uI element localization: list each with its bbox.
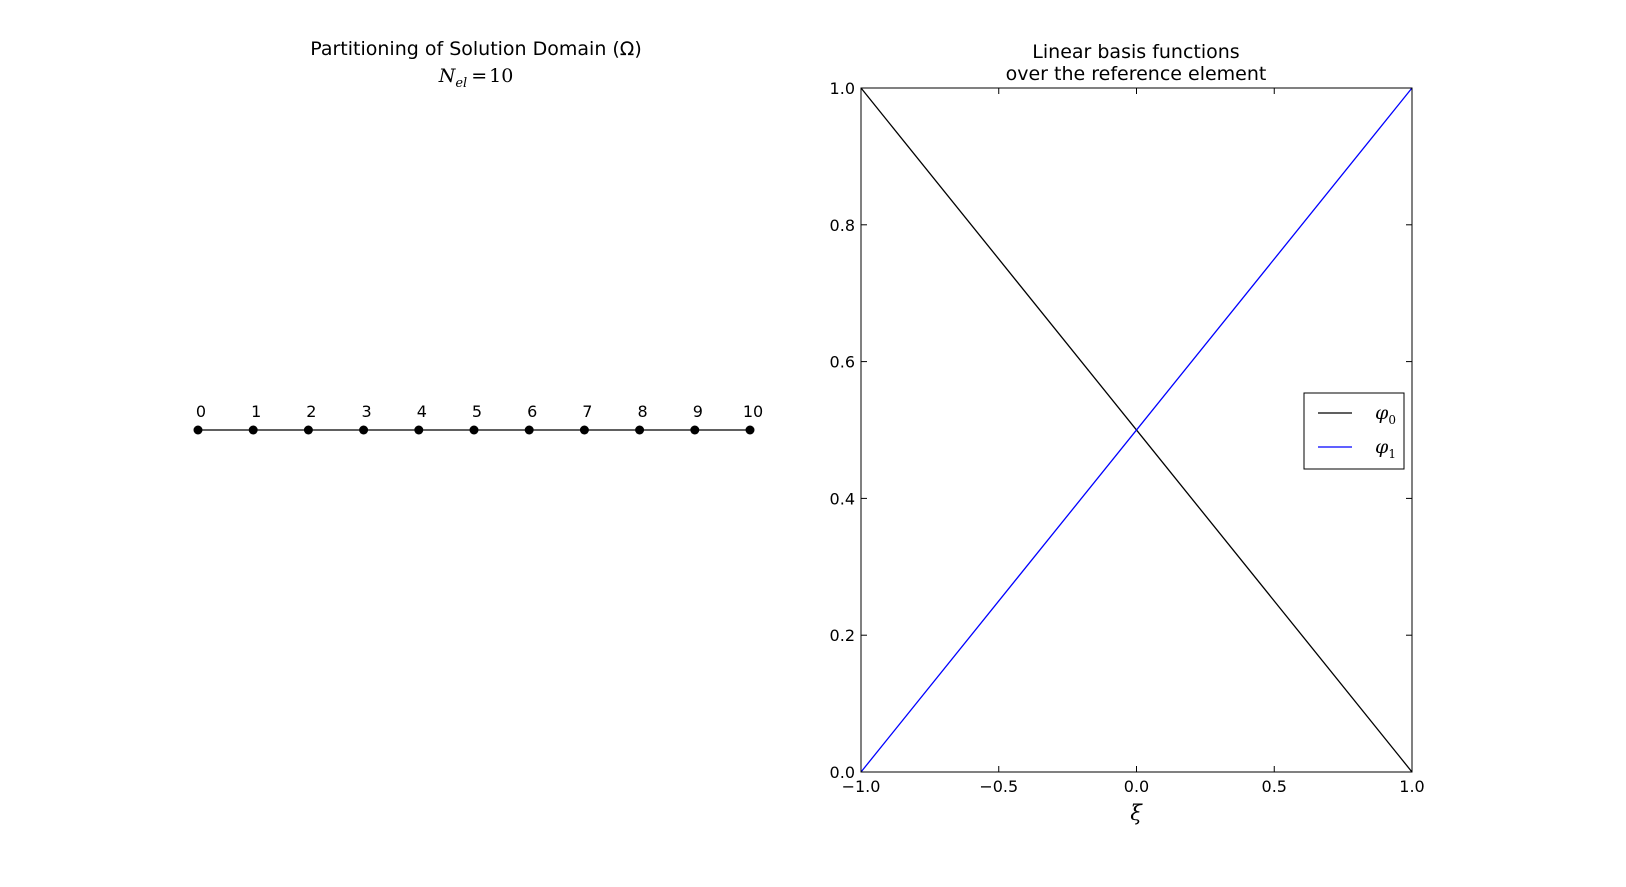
element-count-equals: = — [471, 65, 487, 87]
partition-node-label-10: 10 — [743, 402, 763, 421]
x-tick-label: 0.0 — [1124, 777, 1149, 796]
legend: φ0 φ1 — [1303, 392, 1405, 470]
partition-node-label-1: 1 — [251, 402, 261, 421]
x-tick-label: −1.0 — [842, 777, 881, 796]
element-count-symbol: N — [438, 65, 457, 87]
y-tick-label: 0.4 — [830, 489, 855, 508]
partition-node-4 — [414, 425, 424, 435]
partition-nodes — [193, 425, 755, 435]
partition-node-10 — [745, 425, 755, 435]
x-axis-label: ξ — [1130, 801, 1143, 825]
partition-node-label-9: 9 — [693, 402, 703, 421]
partition-title: Partitioning of Solution Domain (Ω) — [310, 38, 642, 60]
y-tick-label: 0.0 — [830, 763, 855, 782]
partition-node-label-3: 3 — [362, 402, 372, 421]
y-tick-label: 0.8 — [830, 216, 855, 235]
partition-node-label-0: 0 — [196, 402, 206, 421]
x-tick-label: 1.0 — [1399, 777, 1424, 796]
element-count-label: Nel = 10 — [438, 65, 514, 91]
partition-plot: Partitioning of Solution Domain (Ω) Nel =… — [193, 38, 763, 435]
series-layer — [861, 88, 1412, 772]
y-tick-label: 0.2 — [830, 626, 855, 645]
y-tick-label: 1.0 — [830, 79, 855, 98]
partition-node-label-8: 8 — [638, 402, 648, 421]
partition-node-5 — [469, 425, 479, 435]
legend-box — [1303, 392, 1405, 470]
legend-label-phi1: φ1 — [1375, 436, 1396, 461]
partition-node-1 — [248, 425, 258, 435]
y-tick-label: 0.6 — [830, 353, 855, 372]
partition-node-label-2: 2 — [306, 402, 316, 421]
partition-node-0 — [193, 425, 203, 435]
element-count-subscript: el — [455, 76, 467, 91]
partition-node-label-5: 5 — [472, 402, 482, 421]
partition-node-label-4: 4 — [417, 402, 427, 421]
series-line-phi1 — [861, 88, 1412, 772]
x-tick-label: −0.5 — [979, 777, 1018, 796]
x-ticks: −1.0 −0.5 0.0 0.5 1.0 — [842, 88, 1425, 796]
partition-node-9 — [690, 425, 700, 435]
partition-node-7 — [579, 425, 589, 435]
legend-label-phi0: φ0 — [1375, 402, 1396, 427]
partition-node-8 — [635, 425, 645, 435]
partition-node-labels: 0 1 2 3 4 5 6 7 8 9 10 — [196, 402, 763, 421]
partition-node-2 — [303, 425, 313, 435]
element-count-value: 10 — [489, 65, 513, 87]
x-tick-label: 0.5 — [1262, 777, 1287, 796]
basis-function-plot: Linear basis functions over the referenc… — [830, 41, 1425, 825]
partition-node-6 — [524, 425, 534, 435]
y-ticks: 0.0 0.2 0.4 0.6 0.8 1.0 — [830, 79, 1412, 782]
partition-node-label-6: 6 — [527, 402, 537, 421]
basis-title-line-2: over the reference element — [1006, 63, 1267, 85]
partition-node-label-7: 7 — [582, 402, 592, 421]
partition-node-3 — [359, 425, 369, 435]
basis-title-line-1: Linear basis functions — [1032, 41, 1239, 63]
